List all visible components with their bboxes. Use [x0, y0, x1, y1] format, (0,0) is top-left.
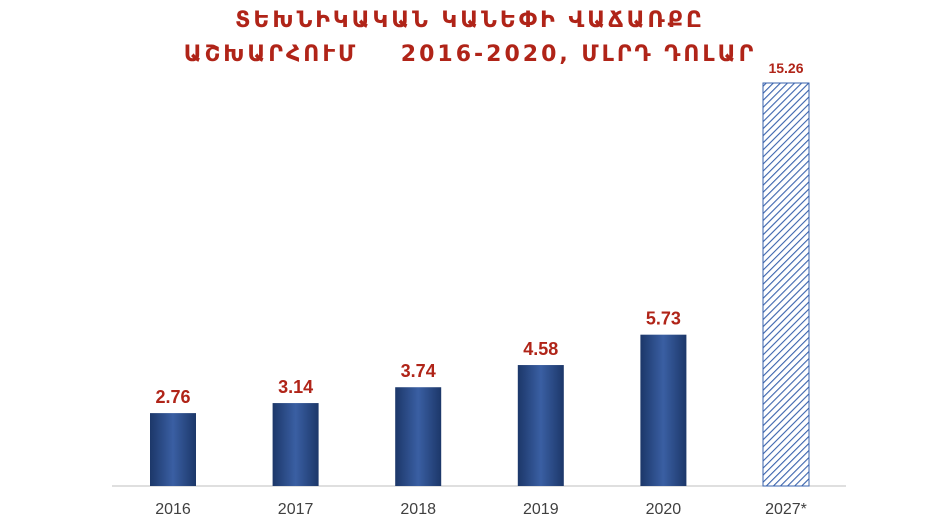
- data-label-2027-forecast: 15.26: [768, 60, 803, 76]
- bar-2027-forecast: [762, 82, 810, 487]
- bar-2019: [517, 365, 564, 486]
- data-label-2016: 2.76: [155, 387, 190, 407]
- bar-2020: [640, 334, 687, 486]
- x-tick-label-2016: 2016: [155, 501, 191, 518]
- x-tick-label-2019: 2019: [523, 501, 559, 518]
- x-tick-label-2020: 2020: [646, 501, 682, 518]
- chart-title-line-2: ԱՇԽԱՐՀՈՒՄ 2016-2020, ՄԼՐԴ ԴՈԼԱՐ: [183, 42, 757, 67]
- x-tick-label-2027-forecast: 2027*: [765, 501, 807, 518]
- data-label-2020: 5.73: [646, 309, 681, 329]
- data-label-2018: 3.74: [401, 361, 436, 381]
- bar-2016: [150, 413, 196, 486]
- chart-title-line-1: ՏԵԽՆԻԿԱԿԱՆ ԿԱՆԵՓԻ ՎԱՃԱՌՔԸ: [235, 8, 705, 33]
- x-tick-label-2017: 2017: [278, 501, 314, 518]
- data-label-2019: 4.58: [523, 339, 558, 359]
- bar-2018: [395, 387, 442, 486]
- bar-2017: [272, 403, 319, 486]
- data-label-2017: 3.14: [278, 377, 313, 397]
- x-tick-label-2018: 2018: [400, 501, 436, 518]
